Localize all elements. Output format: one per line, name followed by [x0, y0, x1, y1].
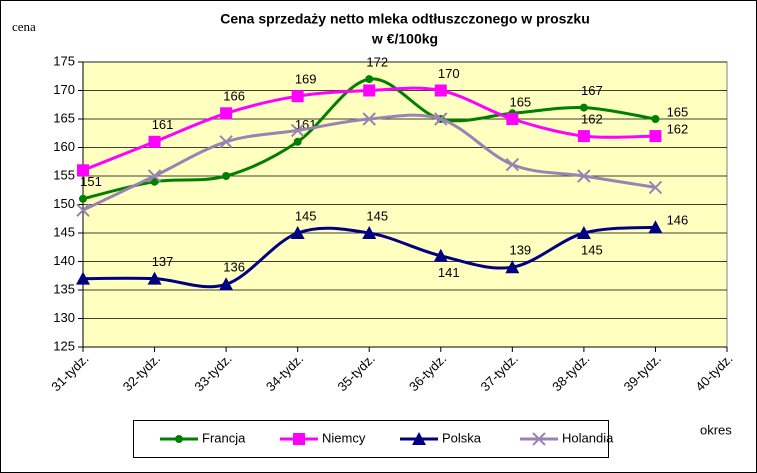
data-label: 169 [295, 72, 317, 87]
x-axis-label: okres [700, 422, 732, 437]
data-point [219, 277, 234, 291]
chart-title: Cena sprzedaży netto mleka odtłuszczoneg… [220, 11, 590, 27]
data-point [433, 248, 448, 262]
data-point [290, 226, 305, 239]
data-label: 139 [509, 243, 531, 258]
data-point [76, 203, 90, 217]
y-tick-label: 145 [53, 224, 75, 239]
data-point [293, 137, 302, 146]
data-point [291, 90, 304, 103]
legend-label: Holandia [562, 430, 614, 445]
data-point [434, 112, 448, 126]
y-tick-label: 125 [53, 338, 75, 353]
data-point [651, 115, 660, 123]
data-label: 151 [80, 174, 102, 189]
data-point [577, 130, 590, 143]
data-point [362, 112, 376, 126]
data-point [505, 260, 520, 274]
y-tick-label: 175 [53, 53, 75, 68]
legend-marker [293, 433, 305, 445]
y-tick-label: 170 [53, 82, 75, 97]
legend-marker [532, 432, 546, 446]
data-label: 145 [295, 208, 317, 223]
data-label: 162 [667, 122, 689, 137]
data-point [76, 271, 90, 285]
y-tick-label: 140 [53, 253, 75, 268]
data-point [506, 113, 519, 125]
data-point [290, 123, 305, 138]
y-tick-label: 165 [53, 110, 75, 125]
data-point [648, 220, 663, 234]
legend-label: Polska [442, 430, 482, 445]
data-label: 141 [438, 265, 460, 280]
data-point [365, 75, 374, 84]
y-tick-label: 155 [53, 167, 75, 182]
data-label: 167 [581, 83, 603, 98]
legend-label: Francja [202, 430, 246, 445]
data-point [79, 194, 87, 203]
data-point [576, 226, 591, 239]
data-label: 166 [223, 89, 245, 104]
data-label: 145 [581, 242, 603, 257]
data-point [505, 157, 520, 172]
data-point [577, 169, 591, 183]
legend-label: Niemcy [322, 430, 366, 445]
data-point [220, 107, 233, 120]
data-point [649, 130, 662, 143]
y-tick-label: 130 [53, 310, 75, 325]
data-label: 172 [366, 55, 388, 70]
data-label: 162 [581, 112, 603, 127]
data-point [363, 84, 376, 97]
data-label: 146 [667, 213, 689, 228]
data-point [147, 169, 162, 183]
data-label: 170 [438, 66, 460, 81]
data-point [434, 84, 447, 97]
data-point [579, 103, 588, 112]
legend-marker [175, 435, 183, 443]
y-axis-label: cena [12, 19, 36, 34]
y-tick-label: 160 [53, 139, 75, 154]
data-point [219, 135, 233, 149]
data-label: 161 [152, 117, 174, 132]
y-tick-label: 150 [53, 196, 75, 211]
data-point [222, 172, 231, 180]
data-label: 165 [509, 94, 531, 109]
data-point [148, 135, 161, 148]
legend-marker [412, 432, 426, 445]
data-label: 145 [366, 208, 388, 223]
data-point [362, 226, 377, 239]
data-label: 165 [667, 104, 689, 119]
data-point [147, 271, 162, 285]
chart-subtitle: w €/100kg [371, 31, 438, 47]
data-point [77, 164, 89, 177]
data-point [648, 180, 663, 195]
y-tick-label: 135 [53, 281, 75, 296]
data-label: 137 [152, 254, 174, 269]
data-label: 136 [223, 260, 245, 275]
data-point [150, 177, 159, 186]
